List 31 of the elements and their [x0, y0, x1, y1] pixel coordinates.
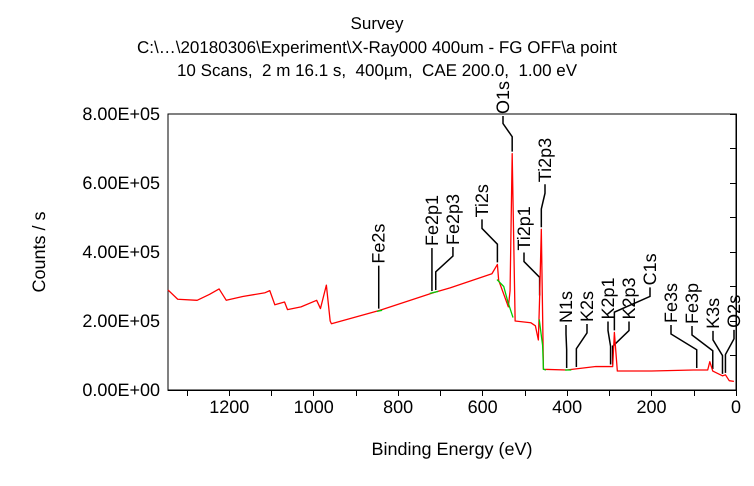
annotation: Ti2p1 [514, 206, 534, 251]
annotation: C1s [640, 253, 660, 286]
y-tick-label: 2.00E+05 [82, 311, 160, 331]
annotation: N1s [556, 290, 576, 323]
x-tick-label: 1000 [294, 397, 334, 417]
x-tick-label: 800 [383, 397, 414, 417]
annotation: Ti2p3 [535, 138, 555, 182]
annotation: Fe3p [682, 282, 702, 324]
y-tick-label: 8.00E+05 [82, 104, 160, 124]
annotation: Ti2s [472, 184, 492, 218]
annotation: K3s [703, 298, 723, 329]
annotation: Fe2p3 [442, 194, 463, 246]
y-tick-label: 0.00E+00 [82, 380, 160, 400]
x-tick-label: 1200 [209, 397, 250, 417]
chart-title: Survey [350, 14, 404, 33]
y-axis-title: Counts / s [29, 211, 49, 293]
annotation: K2p3 [619, 277, 639, 320]
annotation: Fe2s [368, 224, 389, 264]
x-tick-label: 400 [552, 397, 582, 417]
y-tick-label: 4.00E+05 [82, 242, 160, 262]
annotation: Fe3s [661, 282, 681, 323]
chart-subtitle: C:\…\20180306\Experiment\X-Ray000 400um - FG OFF\a point 10 Scans, 2 m 16.1 s, 400µm, CAE 200.0, 1.00 eV [136, 38, 618, 80]
annotation: O1s [493, 80, 513, 114]
x-tick-label: 0 [730, 397, 742, 417]
annotation: K2s [577, 290, 597, 322]
x-tick-label: 200 [636, 397, 667, 417]
x-tick-label: 600 [468, 397, 498, 417]
annotation: Fe2p1 [422, 195, 442, 246]
y-tick-label: 6.00E+05 [82, 173, 160, 193]
annotation: K2p1 [598, 277, 618, 320]
x-axis-title: Binding Energy (eV) [371, 439, 533, 459]
